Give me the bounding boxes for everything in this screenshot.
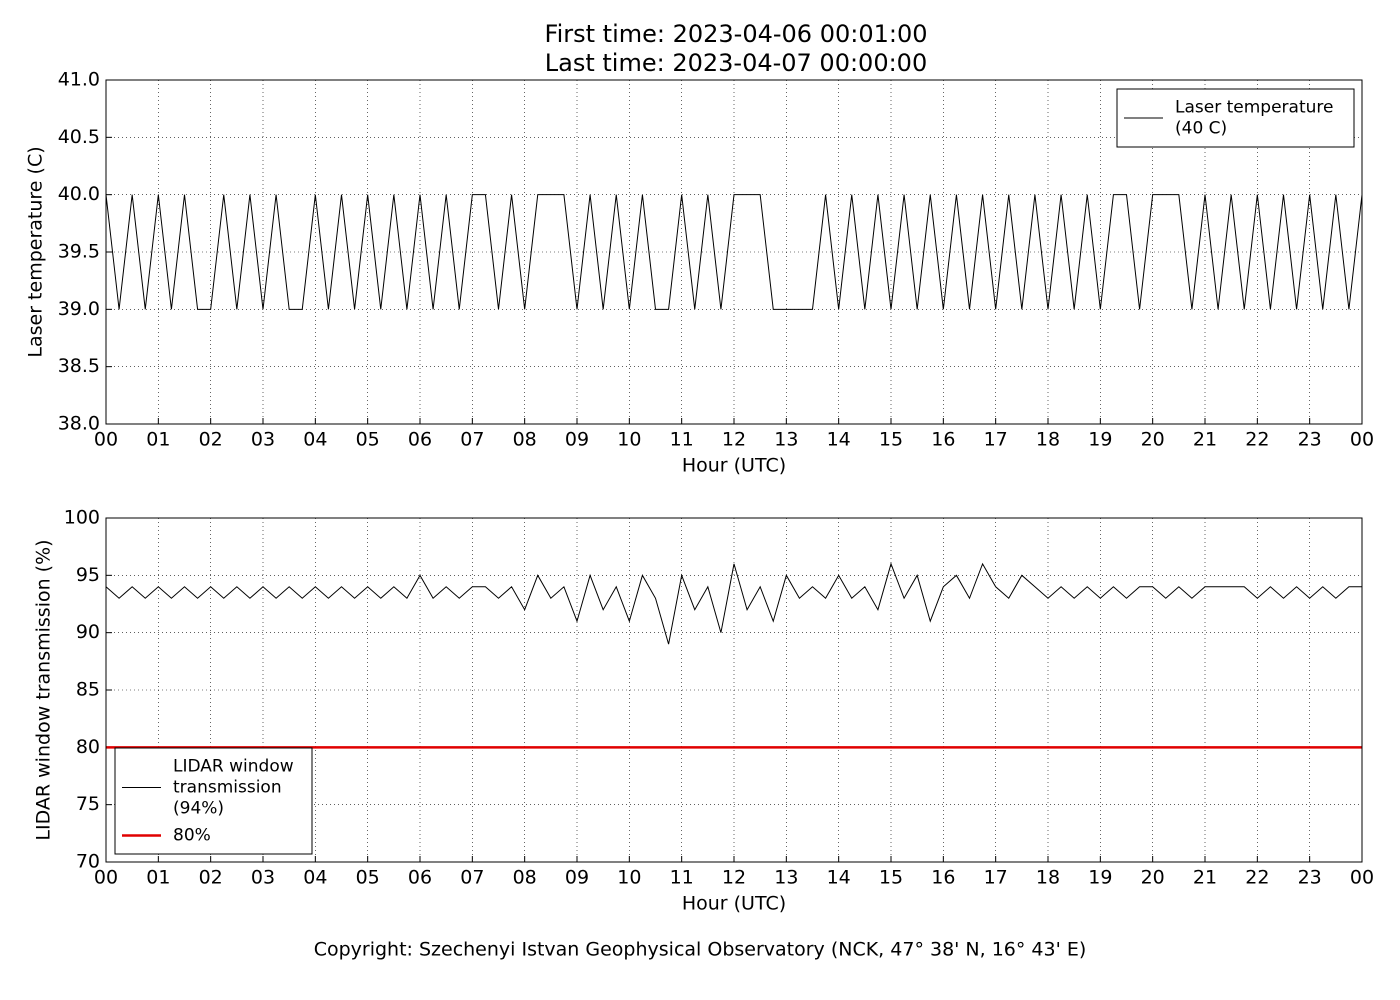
x-tick-label: 06	[408, 429, 432, 451]
x-tick-label: 18	[1036, 429, 1060, 451]
x-tick-label: 02	[199, 867, 223, 889]
y-tick-label: 80	[76, 736, 100, 758]
x-tick-label: 00	[94, 867, 118, 889]
x-tick-label: 09	[565, 867, 589, 889]
legend-line: transmission	[173, 778, 282, 798]
y-tick-label: 39.5	[58, 241, 100, 263]
x-tick-label: 10	[617, 867, 641, 889]
x-tick-label: 20	[1141, 867, 1165, 889]
series-line	[105, 562, 1362, 645]
x-tick-label: 00	[94, 429, 118, 451]
x-tick-label: 08	[513, 429, 537, 451]
x-tick-label: 04	[303, 867, 327, 889]
x-tick-label: 00	[1350, 429, 1374, 451]
x-tick-label: 20	[1141, 429, 1165, 451]
x-tick-label: 08	[513, 867, 537, 889]
x-tick-label: 01	[146, 867, 170, 889]
x-tick-label: 18	[1036, 867, 1060, 889]
x-tick-label: 13	[774, 429, 798, 451]
legend-label: 80%	[173, 826, 211, 846]
legend: LIDAR window transmission (94%) 80%	[114, 747, 313, 855]
legend: Laser temperature (40 C)	[1116, 88, 1355, 148]
legend-line: (94%)	[173, 799, 224, 819]
plot-frame	[105, 79, 1363, 425]
y-tick-label: 40.0	[58, 183, 100, 205]
x-tick-label: 23	[1298, 867, 1322, 889]
y-tick-label: 39.0	[58, 298, 100, 320]
x-tick-label: 19	[1088, 867, 1112, 889]
y-axis-label: LIDAR window transmission (%)	[33, 539, 55, 840]
y-tick-label: 70	[76, 851, 100, 873]
y-tick-label: 75	[76, 793, 100, 815]
series-line	[105, 194, 1363, 310]
x-tick-label: 04	[303, 429, 327, 451]
x-tick-label: 13	[774, 867, 798, 889]
x-tick-label: 07	[460, 867, 484, 889]
y-tick-label: 85	[76, 679, 100, 701]
x-tick-label: 22	[1245, 867, 1269, 889]
x-tick-label: 17	[984, 867, 1008, 889]
x-tick-label: 21	[1193, 867, 1217, 889]
x-tick-label: 02	[199, 429, 223, 451]
y-tick-label: 40.5	[58, 126, 100, 148]
chart-title: First time: 2023-04-06 00:01:00	[545, 20, 928, 48]
legend-label: Laser temperature (40 C)	[1175, 98, 1333, 139]
x-tick-label: 19	[1088, 429, 1112, 451]
x-tick-label: 23	[1298, 429, 1322, 451]
x-tick-label: 14	[827, 429, 851, 451]
x-axis-label: Hour (UTC)	[682, 893, 786, 915]
x-tick-label: 16	[931, 429, 955, 451]
y-tick-label: 95	[76, 564, 100, 586]
y-tick-label: 38.0	[58, 413, 100, 435]
x-tick-label: 03	[251, 867, 275, 889]
x-tick-label: 11	[670, 867, 694, 889]
x-tick-label: 14	[827, 867, 851, 889]
x-tick-label: 10	[617, 429, 641, 451]
x-tick-label: 09	[565, 429, 589, 451]
x-tick-label: 16	[931, 867, 955, 889]
legend-line: LIDAR window	[173, 757, 294, 777]
x-tick-label: 11	[670, 429, 694, 451]
chart-title: Last time: 2023-04-07 00:00:00	[545, 49, 927, 77]
y-tick-label: 100	[64, 507, 100, 529]
plot-frame	[105, 517, 1363, 863]
x-tick-label: 21	[1193, 429, 1217, 451]
y-axis-label: Laser temperature (C)	[25, 146, 47, 357]
x-tick-label: 22	[1245, 429, 1269, 451]
x-tick-label: 06	[408, 867, 432, 889]
x-tick-label: 05	[356, 429, 380, 451]
legend-label: LIDAR window transmission (94%)	[173, 757, 294, 819]
legend-line: Laser temperature	[1175, 98, 1333, 118]
x-tick-label: 17	[984, 429, 1008, 451]
copyright: Copyright: Szechenyi Istvan Geophysical …	[314, 939, 1087, 961]
x-tick-label: 15	[879, 867, 903, 889]
y-tick-label: 90	[76, 621, 100, 643]
legend-line: (40 C)	[1175, 119, 1227, 139]
x-tick-label: 03	[251, 429, 275, 451]
x-tick-label: 05	[356, 867, 380, 889]
y-tick-label: 38.5	[58, 355, 100, 377]
x-tick-label: 00	[1350, 867, 1374, 889]
x-axis-label: Hour (UTC)	[682, 455, 786, 477]
y-tick-label: 41.0	[58, 69, 100, 91]
x-tick-label: 12	[722, 429, 746, 451]
legend-line: 80%	[173, 826, 211, 846]
x-tick-label: 12	[722, 867, 746, 889]
x-tick-label: 01	[146, 429, 170, 451]
x-tick-label: 15	[879, 429, 903, 451]
x-tick-label: 07	[460, 429, 484, 451]
